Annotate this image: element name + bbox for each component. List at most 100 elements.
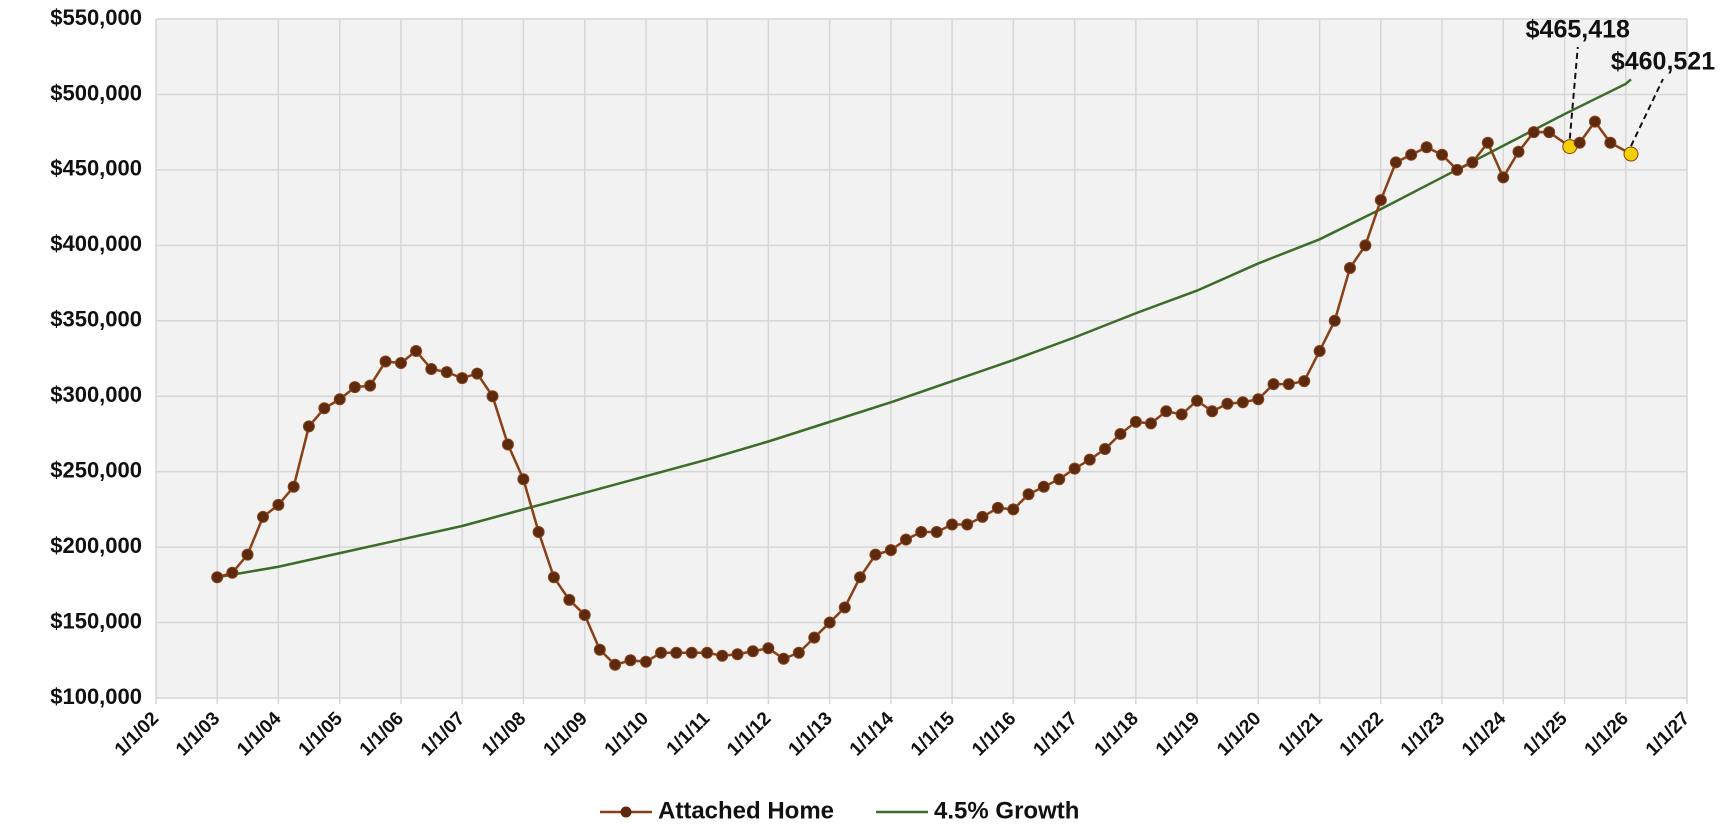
point-marker bbox=[1543, 126, 1556, 139]
y-tick-label: $500,000 bbox=[50, 80, 142, 105]
point-marker bbox=[1343, 261, 1356, 274]
x-tick-label: 1/1/07 bbox=[417, 708, 469, 760]
x-tick-label: 1/1/18 bbox=[1091, 708, 1143, 760]
x-tick-label: 1/1/27 bbox=[1642, 708, 1694, 760]
y-tick-label: $100,000 bbox=[50, 684, 142, 709]
point-marker bbox=[624, 654, 637, 667]
point-marker bbox=[410, 344, 423, 357]
point-marker bbox=[1497, 171, 1510, 184]
x-tick-label: 1/1/05 bbox=[295, 708, 348, 761]
point-marker bbox=[609, 658, 622, 671]
point-marker bbox=[1267, 378, 1280, 391]
point-marker bbox=[854, 571, 867, 584]
x-tick-label: 1/1/15 bbox=[907, 708, 960, 761]
point-marker bbox=[762, 642, 775, 655]
point-marker bbox=[1481, 136, 1494, 149]
x-tick-label: 1/1/22 bbox=[1336, 708, 1388, 760]
point-marker bbox=[1175, 408, 1188, 421]
point-marker bbox=[287, 480, 300, 493]
point-marker bbox=[1436, 148, 1449, 161]
x-tick-label: 1/1/12 bbox=[723, 708, 775, 760]
y-tick-label: $550,000 bbox=[50, 5, 142, 30]
point-marker bbox=[1252, 393, 1265, 406]
point-marker bbox=[1527, 126, 1540, 139]
point-marker bbox=[211, 571, 224, 584]
y-tick-label: $400,000 bbox=[50, 231, 142, 256]
point-marker bbox=[1282, 378, 1295, 391]
x-tick-label: 1/1/11 bbox=[663, 708, 715, 760]
x-tick-label: 1/1/04 bbox=[233, 708, 286, 761]
x-tick-label: 1/1/02 bbox=[111, 708, 163, 760]
point-marker bbox=[1405, 148, 1418, 161]
point-marker bbox=[1623, 146, 1639, 162]
x-tick-label: 1/1/09 bbox=[540, 708, 592, 760]
point-marker bbox=[1114, 427, 1127, 440]
point-marker bbox=[1298, 375, 1311, 388]
point-marker bbox=[823, 616, 836, 629]
point-marker bbox=[1313, 344, 1326, 357]
legend-marker bbox=[620, 806, 632, 818]
y-tick-label: $250,000 bbox=[50, 457, 142, 482]
point-marker bbox=[838, 601, 851, 614]
x-tick-label: 1/1/19 bbox=[1152, 708, 1204, 760]
point-marker bbox=[226, 566, 239, 579]
point-marker bbox=[746, 645, 759, 658]
point-marker bbox=[685, 646, 698, 659]
point-marker bbox=[991, 501, 1004, 514]
point-marker bbox=[1604, 136, 1617, 149]
point-marker bbox=[1588, 115, 1601, 128]
point-marker bbox=[1160, 405, 1173, 418]
point-marker bbox=[486, 390, 499, 403]
point-marker bbox=[1129, 415, 1142, 428]
plot-area bbox=[156, 19, 1687, 698]
point-marker bbox=[777, 652, 790, 665]
x-tick-label: 1/1/23 bbox=[1397, 708, 1449, 760]
point-marker bbox=[1099, 443, 1112, 456]
legend-label: 4.5% Growth bbox=[934, 797, 1079, 824]
x-tick-label: 1/1/25 bbox=[1519, 708, 1572, 761]
annotation-leader bbox=[1568, 46, 1579, 139]
y-tick-label: $300,000 bbox=[50, 382, 142, 407]
x-tick-label: 1/1/20 bbox=[1213, 708, 1265, 760]
point-marker bbox=[1221, 397, 1234, 410]
point-marker bbox=[241, 548, 254, 561]
point-marker bbox=[501, 438, 514, 451]
point-marker bbox=[1206, 405, 1219, 418]
point-marker bbox=[1068, 462, 1081, 475]
point-marker bbox=[532, 526, 545, 539]
x-tick-label: 1/1/21 bbox=[1275, 708, 1328, 761]
point-marker bbox=[1328, 314, 1341, 327]
point-marker bbox=[884, 544, 897, 557]
point-marker bbox=[1053, 473, 1066, 486]
point-marker bbox=[716, 649, 729, 662]
point-marker bbox=[1007, 503, 1020, 516]
point-marker bbox=[655, 646, 668, 659]
point-marker bbox=[394, 357, 407, 370]
point-marker bbox=[1451, 163, 1464, 176]
x-tick-label: 1/1/16 bbox=[968, 708, 1020, 760]
point-marker bbox=[1191, 394, 1204, 407]
point-marker bbox=[1022, 488, 1035, 501]
x-tick-label: 1/1/17 bbox=[1030, 708, 1082, 760]
point-marker bbox=[547, 571, 560, 584]
point-marker bbox=[1083, 453, 1096, 466]
point-marker bbox=[670, 646, 683, 659]
point-marker bbox=[593, 643, 606, 656]
point-marker bbox=[1374, 194, 1387, 207]
point-marker bbox=[425, 363, 438, 376]
point-marker bbox=[915, 526, 928, 539]
point-marker bbox=[440, 366, 453, 379]
point-marker bbox=[701, 646, 714, 659]
x-tick-label: 1/1/03 bbox=[172, 708, 224, 760]
x-tick-label: 1/1/06 bbox=[356, 708, 408, 760]
point-marker bbox=[1512, 145, 1525, 158]
point-marker bbox=[379, 355, 392, 368]
point-marker bbox=[731, 648, 744, 661]
legend-label: Attached Home bbox=[658, 797, 834, 824]
point-marker bbox=[792, 646, 805, 659]
point-marker bbox=[1573, 136, 1586, 149]
point-marker bbox=[517, 473, 530, 486]
x-tick-label: 1/1/10 bbox=[601, 708, 653, 760]
point-marker bbox=[1037, 480, 1050, 493]
